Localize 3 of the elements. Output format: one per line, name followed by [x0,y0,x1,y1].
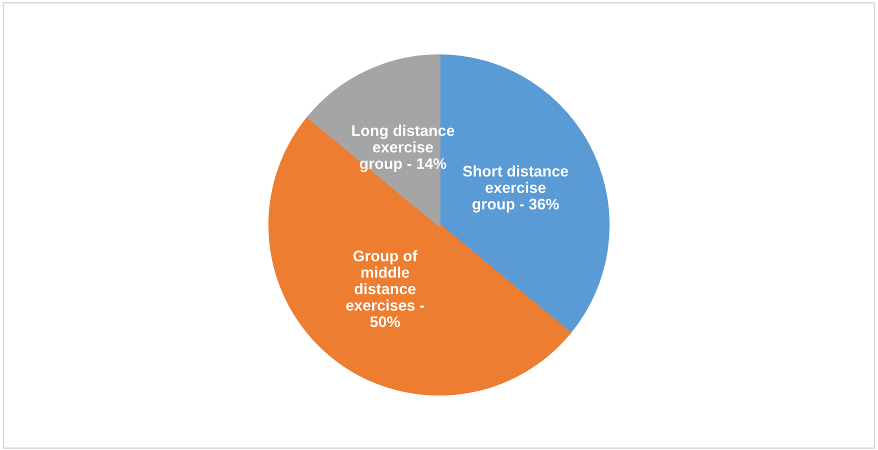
slice-label: Group of middle distance exercises - 50% [346,250,424,328]
pie-slice [268,116,571,396]
slice-label: Short distance exercise group - 36% [462,165,568,213]
